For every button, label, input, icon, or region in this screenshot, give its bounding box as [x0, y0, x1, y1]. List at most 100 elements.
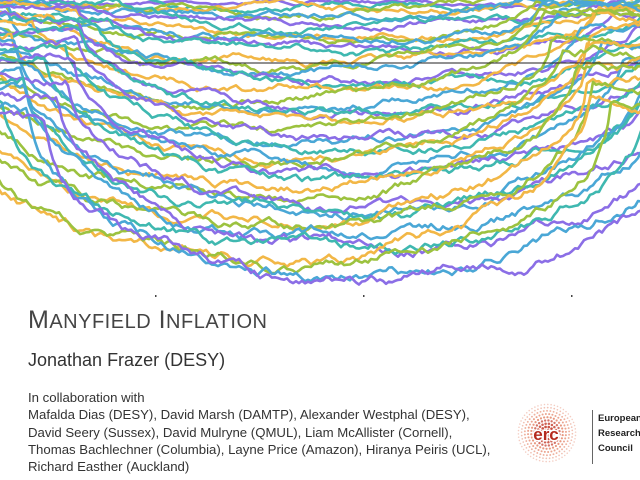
- erc-dot: [558, 429, 561, 433]
- erc-dot: [529, 455, 532, 458]
- erc-dot: [530, 429, 533, 433]
- erc-dot: [558, 454, 560, 457]
- erc-dot: [547, 433, 551, 437]
- erc-dot: [532, 418, 535, 421]
- erc-dot: [545, 460, 547, 463]
- erc-dot: [521, 428, 523, 430]
- erc-dot: [573, 441, 575, 443]
- erc-dot: [565, 421, 568, 423]
- erc-dot: [566, 440, 569, 443]
- erc-dot: [531, 407, 533, 410]
- erc-dot: [539, 453, 542, 456]
- erc-dot: [567, 445, 570, 448]
- erc-dot: [551, 433, 555, 437]
- erc-dot: [562, 440, 566, 443]
- erc-dot: [528, 439, 531, 442]
- trajectory-line: [0, 56, 640, 183]
- erc-dot: [551, 430, 555, 433]
- erc-dot: [563, 424, 566, 427]
- erc-dot: [574, 428, 577, 430]
- erc-dot: [542, 460, 544, 463]
- erc-dot: [542, 453, 545, 456]
- trajectory-line: [0, 100, 640, 275]
- erc-dot: [556, 405, 559, 408]
- erc-dot: [555, 419, 558, 422]
- erc-dot: [536, 418, 540, 422]
- erc-dot: [548, 413, 551, 416]
- erc-dot: [559, 407, 562, 409]
- erc-dot: [561, 430, 564, 433]
- erc-dot: [523, 430, 526, 433]
- erc-dot: [552, 460, 554, 462]
- axis-tick: [571, 295, 573, 297]
- erc-dot: [544, 434, 548, 438]
- erc-dot: [545, 457, 548, 460]
- trajectory-line: [0, 44, 640, 169]
- erc-dot: [563, 454, 566, 457]
- erc-dot: [558, 450, 561, 453]
- erc-dot: [526, 420, 529, 423]
- erc-dot: [525, 447, 528, 449]
- erc-dot: [538, 437, 541, 441]
- erc-dot: [524, 427, 527, 429]
- erc-dot: [567, 427, 570, 430]
- erc-dot: [564, 434, 567, 437]
- erc-dot: [527, 426, 530, 429]
- erc-dot: [539, 446, 542, 449]
- erc-dot: [528, 418, 531, 421]
- erc-dot: [530, 451, 532, 454]
- erc-dot: [557, 421, 561, 424]
- erc-dot: [527, 449, 530, 452]
- trajectory-line: [0, 9, 640, 94]
- erc-dot: [530, 420, 533, 423]
- erc-dot: [530, 436, 533, 439]
- erc-dot: [536, 412, 539, 414]
- erc-dot: [543, 403, 546, 406]
- erc-dot: [548, 447, 551, 450]
- erc-dot: [530, 442, 533, 445]
- erc-mark-text: erc: [533, 425, 559, 444]
- erc-dot: [535, 458, 538, 461]
- erc-dot: [521, 445, 523, 448]
- erc-dot: [558, 458, 560, 460]
- erc-dot: [554, 444, 558, 448]
- trajectory-line: [0, 76, 640, 220]
- erc-dot: [526, 416, 529, 418]
- erc-dot: [571, 418, 573, 421]
- erc-dot: [548, 431, 552, 434]
- erc-dot: [542, 432, 546, 435]
- erc-dot: [549, 416, 552, 419]
- erc-dot: [546, 416, 549, 419]
- erc-dot: [517, 436, 520, 438]
- erc-dot: [553, 421, 556, 425]
- erc-dot: [520, 431, 523, 434]
- erc-dot: [546, 406, 549, 409]
- collaborators-block: In collaboration with Mafalda Dias (DESY…: [28, 389, 490, 475]
- erc-dot: [567, 413, 570, 415]
- erc-dot: [541, 413, 544, 416]
- trajectory-line: [0, 0, 640, 78]
- erc-dot: [535, 416, 538, 419]
- erc-dot: [538, 414, 541, 417]
- erc-dot: [566, 417, 569, 419]
- erc-dot: [536, 431, 539, 434]
- erc-dot: [561, 448, 563, 451]
- trajectory-line: [17, 0, 599, 23]
- erc-dot: [565, 410, 567, 413]
- erc-dot: [531, 415, 533, 418]
- erc-dot: [574, 431, 577, 433]
- trajectory-line: [0, 80, 640, 231]
- erc-dot: [549, 410, 552, 413]
- erc-dot: [543, 450, 546, 453]
- erc-dot: [561, 452, 563, 455]
- erc-dot: [523, 433, 526, 436]
- erc-dot: [537, 428, 540, 431]
- erc-dot: [539, 417, 543, 420]
- erc-dot: [574, 434, 577, 437]
- erc-dot: [547, 444, 551, 447]
- erc-dot: [542, 447, 545, 450]
- erc-dot: [536, 444, 539, 447]
- erc-dot: [547, 419, 550, 422]
- erc-dot: [572, 421, 575, 424]
- erc-dot: [568, 430, 571, 433]
